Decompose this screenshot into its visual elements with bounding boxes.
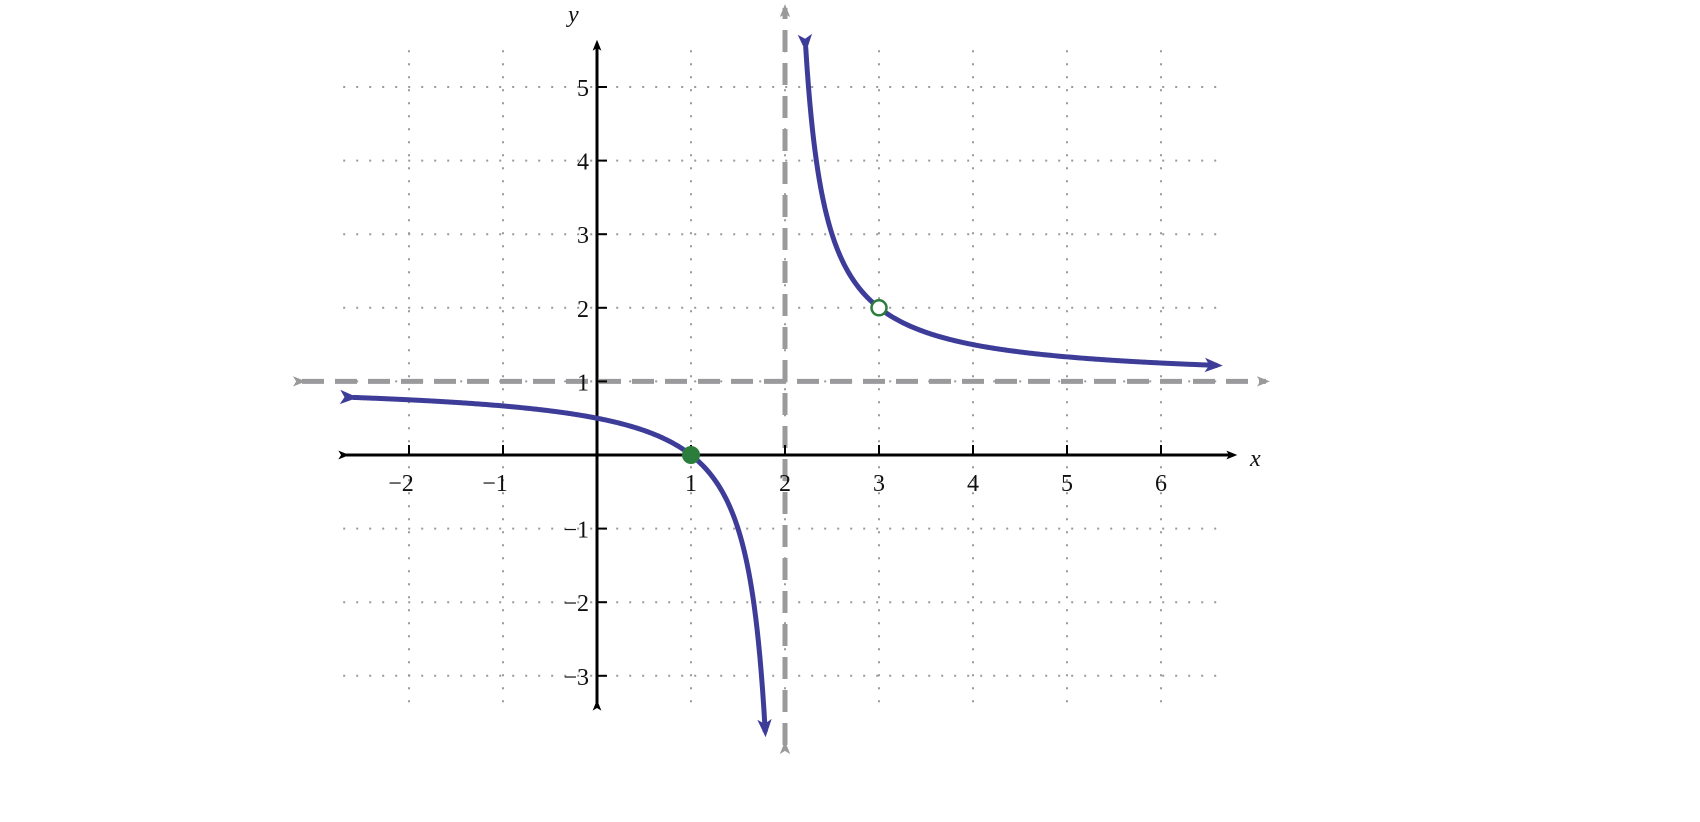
x-tick-label: 1 [685, 471, 697, 497]
curve-branch-2 [797, 33, 1223, 373]
y-tick-label: −1 [563, 518, 589, 544]
asymptotes [292, 4, 1270, 755]
y-tick-label: 4 [577, 150, 589, 176]
axes [338, 39, 1238, 711]
x-axis-label: x [1249, 446, 1261, 472]
y-tick-label: 5 [577, 76, 589, 102]
curve-branch-1 [339, 389, 772, 738]
x-tick-label: 5 [1061, 471, 1073, 497]
x-tick-label: 3 [873, 471, 885, 497]
x-tick-label: −1 [482, 471, 508, 497]
y-tick-label: −3 [563, 665, 589, 691]
x-tick-label: 2 [779, 471, 791, 497]
y-tick-label: −2 [563, 591, 589, 617]
y-axis-label: y [566, 2, 579, 28]
x-tick-label: 4 [967, 471, 979, 497]
x-intercept-point [682, 446, 700, 464]
points [682, 299, 888, 464]
x-tick-label: −2 [388, 471, 414, 497]
y-tick-label: 2 [577, 297, 589, 323]
y-tick-label: 1 [577, 370, 589, 396]
hole-point [870, 299, 888, 317]
x-tick-label: 6 [1155, 471, 1167, 497]
y-tick-label: 3 [577, 223, 589, 249]
